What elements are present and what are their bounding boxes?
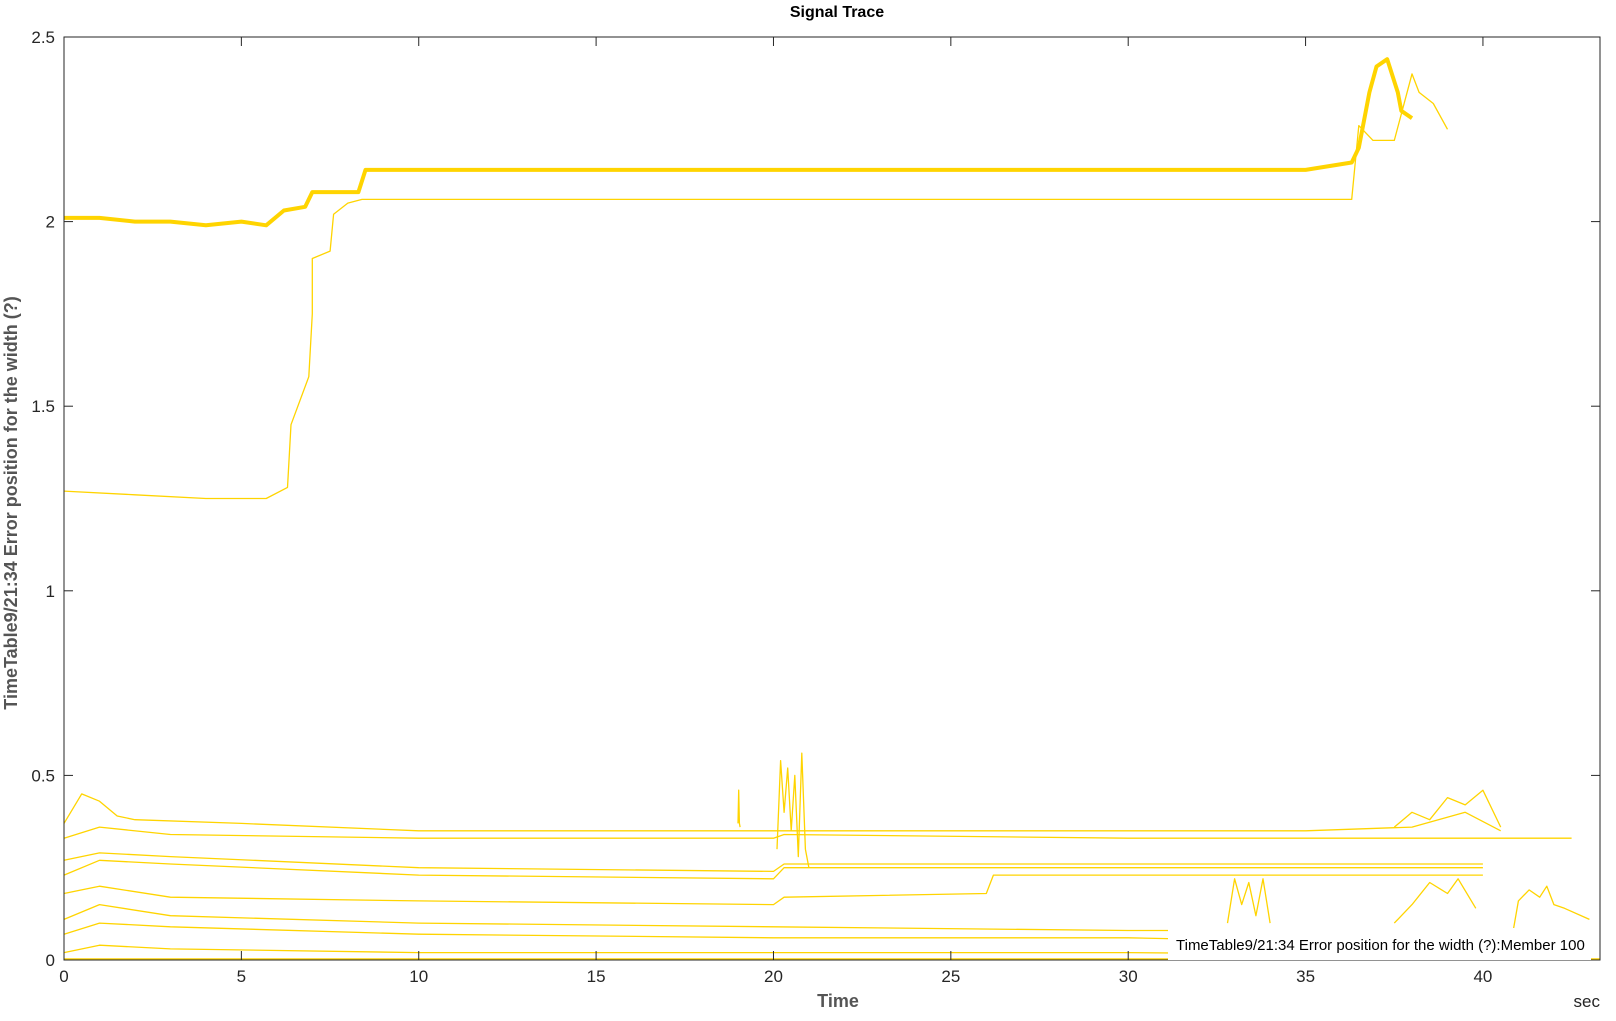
series-line (1510, 885, 1590, 942)
y-tick-label: 1 (46, 582, 55, 601)
series-line (63, 73, 1449, 500)
data-tip-annotation: TimeTable9/21:34 Error position for the … (1168, 928, 1591, 960)
y-axis-ticks: 0 0.5 1 1.5 2 2.5 (31, 28, 1600, 970)
data-tip-text: TimeTable9/21:34 Error position for the … (1176, 937, 1585, 954)
series-line (1393, 789, 1502, 828)
x-tick-label: 5 (237, 967, 246, 986)
x-axis-unit-label: sec (1574, 992, 1601, 1011)
y-tick-label: 2 (46, 213, 55, 232)
plot-lines (63, 57, 1600, 960)
series-line (63, 793, 1502, 832)
y-tick-label: 2.5 (31, 28, 55, 47)
data-tip-background (1168, 928, 1591, 960)
x-tick-label: 10 (409, 967, 428, 986)
series-line (737, 789, 741, 828)
x-tick-label: 35 (1296, 967, 1315, 986)
series-line (63, 859, 1483, 880)
chart-title: Signal Trace (790, 4, 884, 21)
x-tick-label: 25 (941, 967, 960, 986)
x-axis-label: Time (817, 991, 859, 1011)
series-line-highlighted (64, 57, 1414, 228)
plot-frame (63, 36, 1601, 961)
series-line (63, 852, 1483, 873)
x-tick-label: 40 (1473, 967, 1492, 986)
series-line (63, 903, 1483, 932)
x-tick-label: 30 (1119, 967, 1138, 986)
x-tick-label: 20 (764, 967, 783, 986)
series-line (1226, 878, 1271, 924)
y-tick-label: 0 (46, 951, 55, 970)
x-axis-ticks: 0 5 10 15 20 25 30 35 40 (59, 37, 1492, 986)
series-line (63, 826, 1572, 839)
x-tick-label: 15 (587, 967, 606, 986)
x-tick-label: 0 (59, 967, 68, 986)
series-line (776, 752, 810, 868)
y-axis-label: TimeTable9/21:34 Error position for the … (1, 296, 21, 709)
y-tick-label: 1.5 (31, 397, 55, 416)
y-tick-label: 0.5 (31, 766, 55, 785)
series-line (1393, 878, 1477, 924)
series-line (63, 874, 1483, 906)
